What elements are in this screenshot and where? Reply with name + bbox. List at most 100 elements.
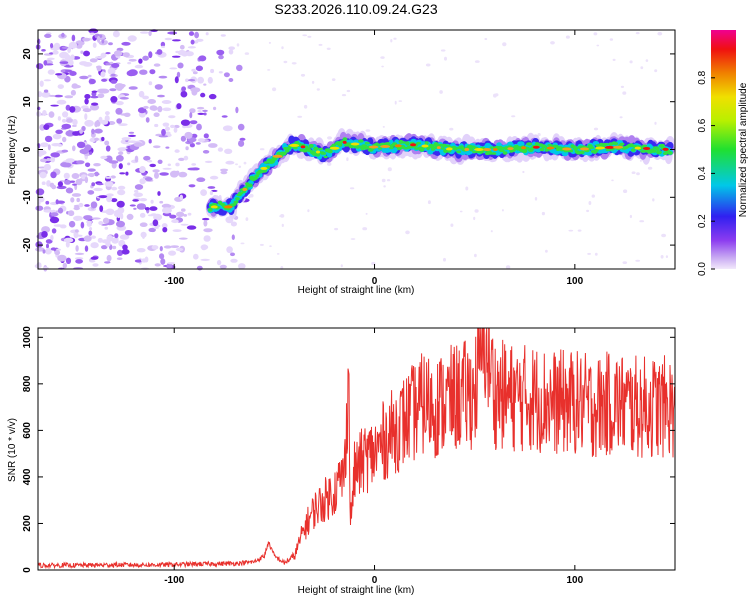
ridge-peak <box>342 140 347 144</box>
noise-speck <box>144 177 153 181</box>
noise-speck <box>276 253 280 255</box>
noise-speck <box>474 60 480 63</box>
noise-speck <box>189 143 195 148</box>
noise-speck <box>114 233 119 239</box>
noise-speck <box>154 84 163 90</box>
noise-speck <box>70 197 75 203</box>
noise-speck <box>84 176 89 184</box>
ridge-blob <box>631 148 636 152</box>
noise-speck <box>587 252 591 255</box>
noise-speck <box>665 255 669 258</box>
ridge-peak <box>242 188 248 191</box>
noise-speck <box>40 142 49 148</box>
noise-speck <box>72 145 76 152</box>
ridge-peak <box>464 148 470 151</box>
noise-speck <box>97 237 103 243</box>
noise-speck <box>125 171 129 176</box>
ridge-blob <box>543 145 548 148</box>
noise-speck <box>218 71 223 74</box>
snr-x-label: Height of straight line (km) <box>298 585 415 596</box>
noise-speck <box>110 96 118 103</box>
noise-speck <box>167 31 178 35</box>
noise-speck <box>101 136 105 142</box>
x-tick-label: 0 <box>372 276 378 287</box>
noise-speck <box>68 59 74 66</box>
noise-speck <box>148 228 155 232</box>
noise-speck <box>189 108 196 114</box>
ridge-blob <box>521 148 528 154</box>
noise-speck <box>142 95 150 100</box>
noise-speck <box>156 49 163 55</box>
noise-speck <box>119 97 129 100</box>
noise-speck <box>100 210 111 213</box>
noise-speck <box>176 103 182 110</box>
noise-speck <box>203 112 207 116</box>
noise-speck <box>98 221 104 225</box>
noise-speck <box>138 90 145 98</box>
noise-speck <box>116 118 123 124</box>
noise-speck <box>111 73 116 77</box>
noise-speck <box>116 155 124 162</box>
noise-speck <box>90 201 98 209</box>
noise-speck <box>84 245 89 252</box>
noise-speck <box>405 230 410 235</box>
ridge-peak <box>546 146 555 150</box>
noise-speck <box>635 31 640 35</box>
noise-speck <box>593 127 599 131</box>
ridge-blob <box>233 200 239 204</box>
noise-speck <box>220 34 226 37</box>
noise-speck <box>398 100 403 102</box>
noise-speck <box>65 241 70 248</box>
noise-speck <box>217 147 223 152</box>
ridge-blob <box>281 151 287 156</box>
noise-speck <box>593 32 598 36</box>
ridge-blob <box>342 137 348 142</box>
noise-speck <box>165 126 170 131</box>
noise-speck <box>184 131 193 139</box>
noise-speck <box>196 265 203 271</box>
noise-speck <box>121 249 130 255</box>
ridge-peak <box>445 147 453 151</box>
noise-speck <box>134 64 144 69</box>
noise-speck <box>450 223 454 227</box>
noise-speck <box>154 123 159 128</box>
noise-speck <box>281 46 284 50</box>
y-tick-label: 400 <box>22 468 33 485</box>
noise-speck <box>187 167 197 171</box>
noise-speck <box>57 207 64 214</box>
noise-speck <box>104 181 114 187</box>
noise-speck <box>191 133 198 139</box>
noise-speck <box>297 115 303 118</box>
noise-speck <box>565 35 570 39</box>
noise-speck <box>126 70 136 77</box>
noise-speck <box>63 237 74 243</box>
noise-speck <box>302 34 308 37</box>
noise-speck <box>188 184 196 188</box>
noise-speck <box>118 151 124 156</box>
noise-speck <box>69 71 77 76</box>
noise-speck <box>152 169 160 173</box>
noise-speck <box>439 90 443 94</box>
noise-speck <box>145 117 150 123</box>
noise-speck <box>189 120 198 125</box>
noise-speck <box>171 219 179 224</box>
noise-speck <box>165 146 170 149</box>
noise-speck <box>218 54 224 60</box>
noise-speck <box>259 243 264 246</box>
ridge-peak <box>604 145 615 149</box>
noise-speck <box>75 178 83 186</box>
noise-speck <box>70 89 76 96</box>
noise-speck <box>57 116 62 121</box>
noise-speck <box>122 52 130 58</box>
noise-speck <box>104 226 109 230</box>
noise-speck <box>280 214 285 218</box>
noise-speck <box>594 252 598 256</box>
noise-speck <box>171 55 181 58</box>
ridge-blob <box>315 153 321 157</box>
noise-speck <box>78 202 84 208</box>
noise-speck <box>248 195 251 199</box>
noise-speck <box>146 159 153 163</box>
ridge-blob <box>292 146 298 150</box>
noise-speck <box>83 215 93 220</box>
noise-speck <box>39 171 47 179</box>
